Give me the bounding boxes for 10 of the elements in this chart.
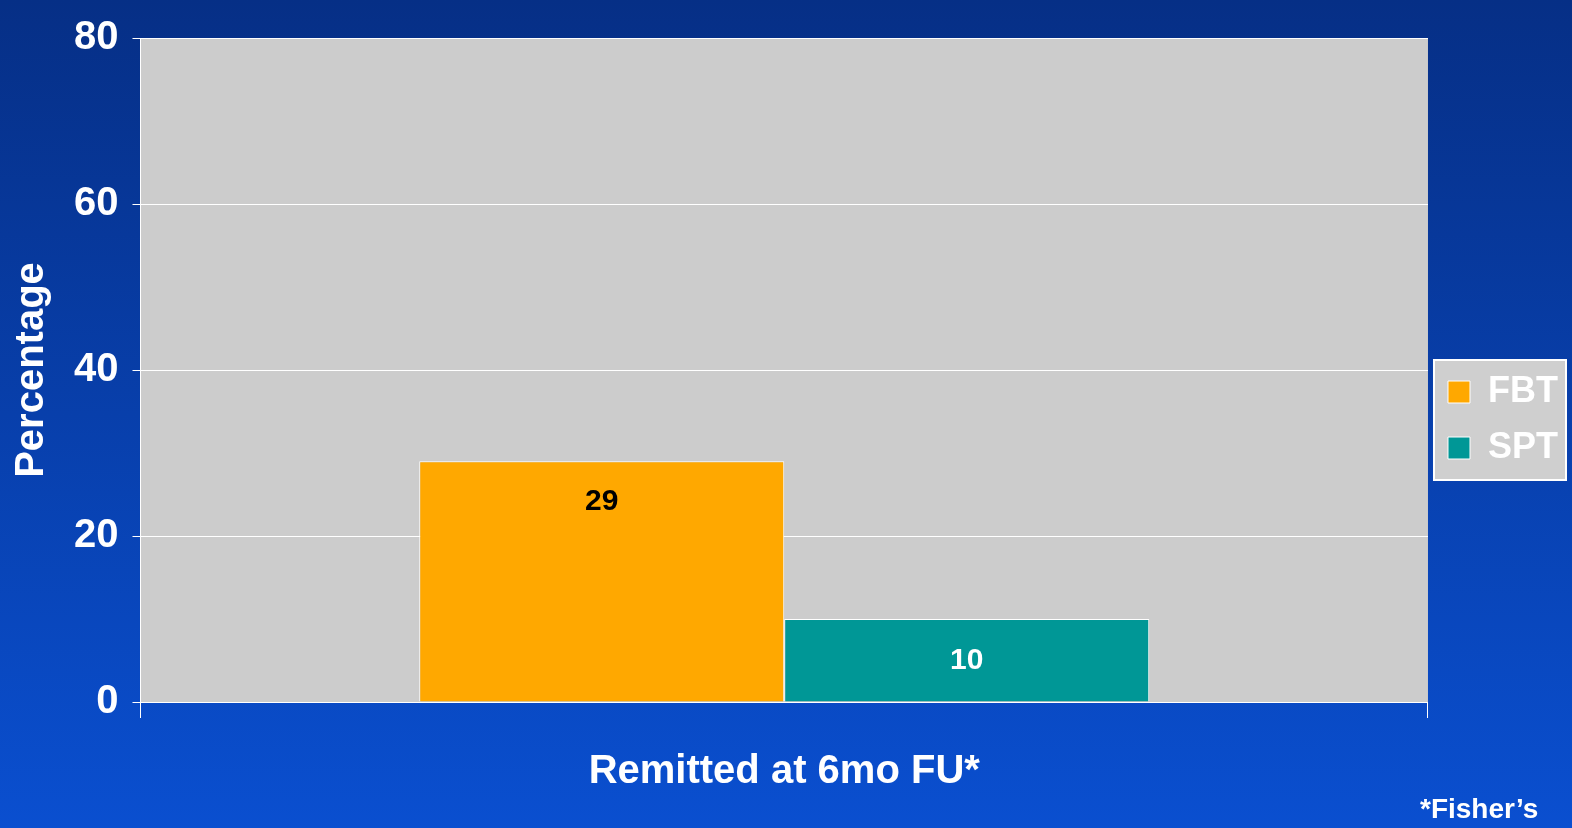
y-tick-label: 0 — [96, 677, 119, 722]
x-tick-label: Remitted at 6mo FU* — [588, 747, 981, 792]
data-label: 10 — [950, 641, 984, 675]
y-tick-label: 20 — [73, 511, 119, 556]
y-tick-label: 40 — [73, 345, 119, 390]
y-axis-title: Percentage — [7, 262, 52, 478]
text: *Fisher’s — [1420, 792, 1539, 824]
data-label: 29 — [585, 482, 619, 516]
y-tick-label: 80 — [73, 13, 119, 58]
y-tick-label: 60 — [73, 179, 119, 224]
